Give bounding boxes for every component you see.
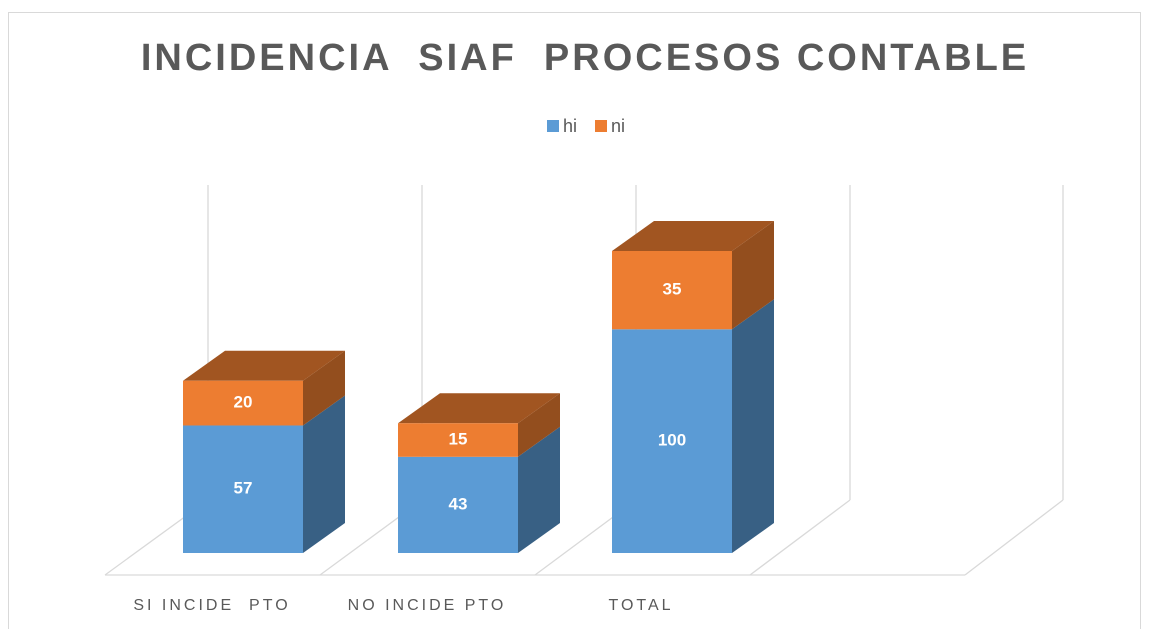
data-label: 20 [234, 393, 253, 412]
bar-front [612, 329, 732, 553]
legend-label: ni [611, 116, 625, 136]
legend-swatch [595, 120, 607, 132]
data-label: 15 [449, 430, 468, 449]
bar-top [398, 393, 560, 424]
bar-side [732, 299, 774, 553]
bar-front [183, 425, 303, 553]
bar-front [183, 380, 303, 426]
bar-front [612, 251, 732, 330]
data-label: 100 [658, 431, 686, 450]
bar-side [518, 393, 560, 457]
data-label: 57 [234, 479, 253, 498]
chart-border [8, 12, 1141, 629]
bar-segment [398, 393, 560, 457]
bar-segment [612, 299, 774, 553]
bar-top [183, 350, 345, 381]
bar-side [518, 426, 560, 553]
bar-segment [612, 221, 774, 330]
bar-front [398, 423, 518, 457]
bar-front [398, 456, 518, 553]
data-label: 43 [449, 494, 468, 513]
data-label: 35 [663, 280, 682, 299]
bar-segment [398, 426, 560, 553]
x-tick-label: NO INCIDE PTO [348, 597, 507, 614]
bar-side [303, 350, 345, 426]
legend-label: hi [563, 116, 577, 136]
chart-title: INCIDENCIA SIAF PROCESOS CONTABLE [141, 37, 1029, 79]
x-tick-label: SI INCIDE PTO [133, 597, 290, 614]
bar-segment [183, 395, 345, 553]
bar-side [732, 221, 774, 330]
legend-swatch [547, 120, 559, 132]
bar-top [612, 221, 774, 251]
bar-segment [183, 350, 345, 426]
x-tick-label: TOTAL [608, 597, 673, 614]
bar-side [303, 395, 345, 553]
